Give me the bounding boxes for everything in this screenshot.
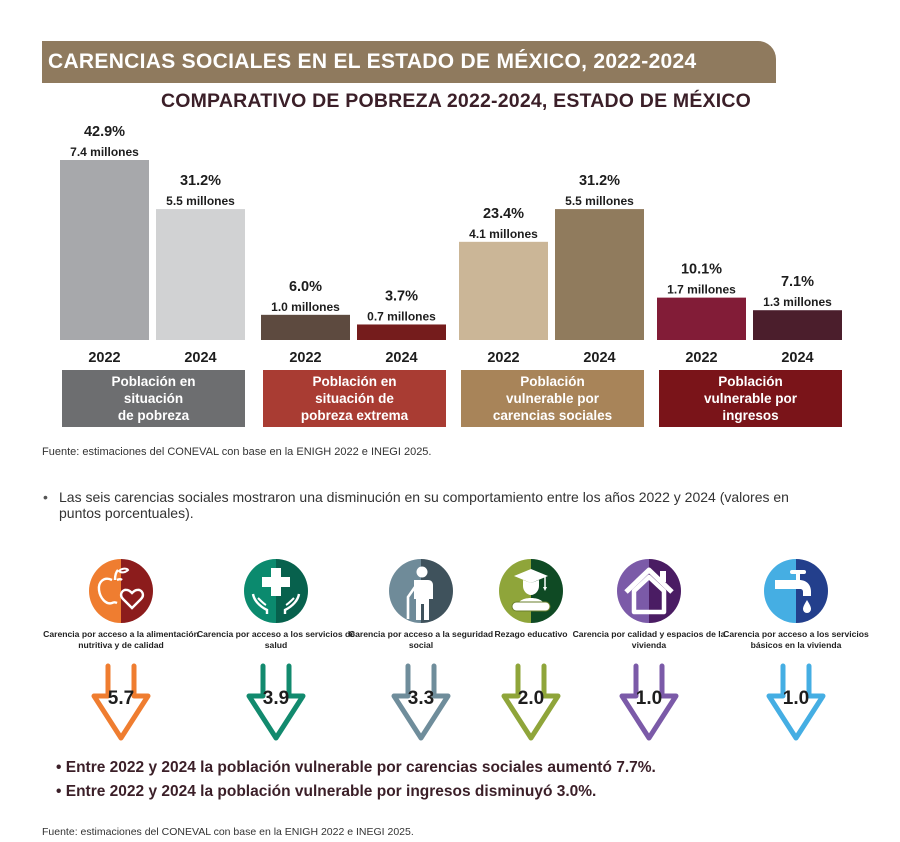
category-label-line: vulnerable por bbox=[506, 391, 600, 406]
down-arrow-icon bbox=[391, 663, 451, 741]
category-label-line: Población bbox=[718, 374, 783, 389]
summary-bullet: • Entre 2022 y 2024 la población vulnera… bbox=[56, 759, 656, 776]
down-arrow-icon bbox=[246, 663, 306, 741]
indicator-card: Rezago educativo 2.0 bbox=[446, 555, 616, 745]
source-note-top: Fuente: estimaciones del CONEVAL con bas… bbox=[42, 446, 432, 458]
indicator-label: Carencia por acceso a los servicios de s… bbox=[196, 629, 356, 650]
water-tap-icon bbox=[764, 559, 828, 623]
bar-2022 bbox=[657, 297, 746, 340]
indicator-label: Carencia por acceso a los servicios bási… bbox=[723, 629, 869, 650]
elderly-person-icon bbox=[389, 559, 453, 623]
poverty-bar-chart: 7.4 millones 42.9% 2022 5.5 millones 31.2% 20… bbox=[60, 124, 842, 427]
percent-label: 31.2% bbox=[180, 173, 221, 189]
people-label: 0.7 millones bbox=[367, 309, 436, 323]
year-tick-label: 2022 bbox=[88, 350, 120, 366]
section-banner: CARENCIAS SOCIALES EN EL ESTADO DE MÉXIC… bbox=[42, 41, 776, 83]
year-tick-label: 2022 bbox=[685, 350, 717, 366]
banner-title: CARENCIAS SOCIALES EN EL ESTADO DE MÉXIC… bbox=[48, 50, 697, 73]
bar-2024 bbox=[555, 209, 644, 340]
people-label: 1.0 millones bbox=[271, 300, 340, 314]
category-label-line: carencias sociales bbox=[493, 408, 612, 423]
category-label-line: situación bbox=[124, 391, 183, 406]
category-label-line: Población en bbox=[312, 374, 396, 389]
house-icon bbox=[617, 559, 681, 623]
percent-label: 6.0% bbox=[289, 279, 322, 295]
down-arrow-icon bbox=[619, 663, 679, 741]
indicator-card: Carencia por acceso a los servicios de s… bbox=[191, 555, 361, 745]
bar-2022 bbox=[60, 160, 149, 340]
percent-label: 31.2% bbox=[579, 173, 620, 189]
graduate-icon bbox=[499, 559, 563, 623]
percent-label: 42.9% bbox=[84, 124, 125, 140]
indicator-card: Carencia por acceso a la seguridad socia… bbox=[336, 555, 506, 745]
category-label-line: Población en bbox=[111, 374, 195, 389]
bar-2024 bbox=[357, 324, 446, 340]
indicator-value: 1.0 bbox=[782, 688, 810, 709]
health-hands-cross-icon bbox=[244, 559, 308, 623]
down-arrow-icon bbox=[501, 663, 561, 741]
category-label-line: de pobreza bbox=[118, 408, 190, 423]
indicator-value: 2.0 bbox=[517, 688, 545, 709]
carencias-indicators: Carencia por acceso a la alimentación nu… bbox=[0, 555, 900, 745]
year-tick-label: 2024 bbox=[385, 350, 417, 366]
category-label-line: pobreza extrema bbox=[301, 408, 409, 423]
category-label-box bbox=[263, 370, 446, 427]
bar-2022 bbox=[261, 314, 350, 340]
people-label: 5.5 millones bbox=[166, 194, 235, 208]
percent-label: 23.4% bbox=[483, 206, 524, 222]
category-label-line: situación de bbox=[315, 391, 394, 406]
indicator-value: 3.3 bbox=[407, 688, 435, 709]
indicator-card: Carencia por acceso a la alimentación nu… bbox=[36, 555, 206, 745]
year-tick-label: 2022 bbox=[487, 350, 519, 366]
source-note-bottom: Fuente: estimaciones del CONEVAL con bas… bbox=[42, 826, 414, 838]
year-tick-label: 2022 bbox=[289, 350, 321, 366]
apple-heart-icon bbox=[89, 559, 153, 623]
category-label-box bbox=[62, 370, 245, 427]
people-label: 5.5 millones bbox=[565, 194, 634, 208]
people-label: 1.3 millones bbox=[763, 295, 832, 309]
summary-bullet-text: Entre 2022 y 2024 la población vulnerabl… bbox=[65, 759, 656, 776]
indicator-label: Carencia por acceso a la seguridad socia… bbox=[348, 629, 494, 650]
percent-label: 10.1% bbox=[681, 262, 722, 278]
bar-2022 bbox=[459, 241, 548, 340]
indicator-card: Carencia por calidad y espacios de la vi… bbox=[564, 555, 734, 745]
indicator-card: Carencia por acceso a los servicios bási… bbox=[711, 555, 881, 745]
summary-bullet: • Entre 2022 y 2024 la población vulnera… bbox=[56, 783, 597, 800]
indicator-value: 3.9 bbox=[262, 688, 290, 709]
chart-title: COMPARATIVO DE POBREZA 2022-2024, ESTADO… bbox=[160, 90, 752, 112]
indicator-label: Rezago educativo bbox=[494, 629, 568, 639]
summary-bullets: • Entre 2022 y 2024 la población vulnera… bbox=[56, 756, 876, 804]
category-label-box bbox=[461, 370, 644, 427]
bar-2024 bbox=[156, 209, 245, 340]
category-label-line: vulnerable por bbox=[704, 391, 798, 406]
summary-bullet-text: Entre 2022 y 2024 la población vulnerabl… bbox=[65, 783, 597, 800]
people-label: 7.4 millones bbox=[70, 145, 139, 159]
down-arrow-icon bbox=[766, 663, 826, 741]
people-label: 4.1 millones bbox=[469, 227, 538, 241]
indicator-label: Carencia por acceso a la alimentación nu… bbox=[43, 629, 199, 650]
down-arrow-icon bbox=[91, 663, 151, 741]
year-tick-label: 2024 bbox=[781, 350, 813, 366]
category-label-line: ingresos bbox=[722, 408, 778, 423]
indicator-label: Carencia por calidad y espacios de la vi… bbox=[572, 629, 726, 650]
percent-label: 7.1% bbox=[781, 274, 814, 290]
people-label: 1.7 millones bbox=[667, 283, 736, 297]
year-tick-label: 2024 bbox=[583, 350, 615, 366]
note-text: Las seis carencias sociales mostraron un… bbox=[59, 489, 789, 521]
year-tick-label: 2024 bbox=[184, 350, 216, 366]
indicator-value: 1.0 bbox=[635, 688, 663, 709]
bar-2024 bbox=[753, 310, 842, 340]
category-label-line: Población bbox=[520, 374, 585, 389]
percent-label: 3.7% bbox=[385, 288, 418, 304]
bullet-dot: • bbox=[43, 489, 48, 505]
carencias-note: • Las seis carencias sociales mostraron … bbox=[43, 489, 823, 521]
category-label-box bbox=[659, 370, 842, 427]
indicator-value: 5.7 bbox=[107, 688, 135, 709]
